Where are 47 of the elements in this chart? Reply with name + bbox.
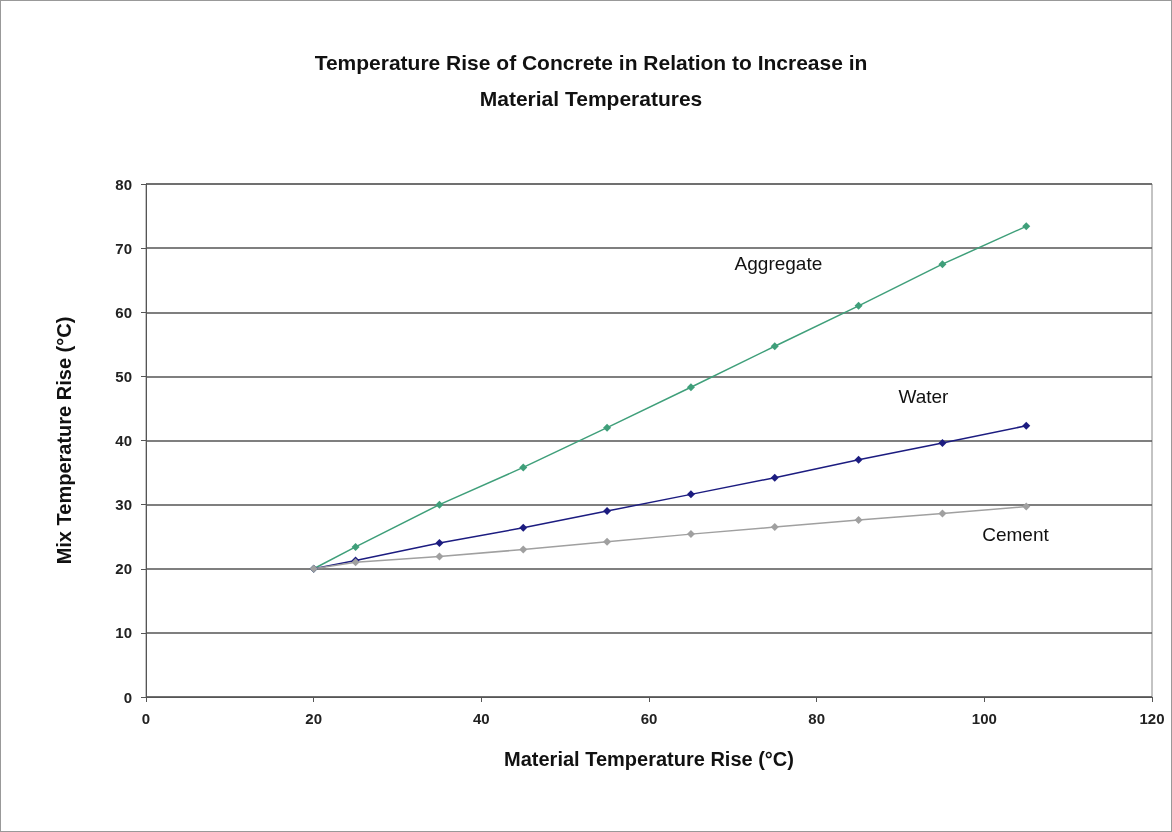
- point: [519, 523, 528, 532]
- point: [519, 545, 528, 554]
- x-tick-label: 80: [808, 710, 826, 727]
- chart-title: Temperature Rise of Concrete in Relation to Increase in Material Temperatures: [314, 50, 868, 110]
- x-tick-label: 20: [305, 710, 323, 727]
- point: [1022, 222, 1031, 231]
- x-tick-label: 0: [141, 710, 151, 727]
- text: Aggregate: [734, 252, 823, 274]
- point: [603, 537, 612, 546]
- point: [1022, 421, 1031, 430]
- y-tick-label: 80: [115, 175, 132, 193]
- point: [686, 383, 695, 392]
- point: [686, 530, 695, 539]
- point: [854, 516, 863, 525]
- point: [603, 507, 612, 516]
- y-tick-label: 10: [115, 624, 132, 642]
- point: [938, 439, 947, 448]
- y-tick-label: 70: [115, 239, 132, 257]
- y-tick-label: 40: [115, 432, 132, 449]
- point: [938, 509, 947, 518]
- point: [351, 542, 360, 551]
- point: [435, 539, 444, 548]
- series-label: Water: [898, 386, 950, 408]
- y-tick-label: 50: [115, 367, 132, 385]
- x-tick-label: 120: [1139, 710, 1165, 727]
- point: [519, 463, 528, 472]
- y-axis-title: Mix Temperature Rise (°C): [53, 316, 75, 565]
- point: [686, 490, 695, 499]
- point: [938, 260, 947, 269]
- y-tick-label: 0: [123, 688, 132, 706]
- series-label: Cement: [982, 523, 1050, 545]
- x-axis-title: Material Temperature Rise (°C): [504, 748, 794, 770]
- y-tick-label: 30: [115, 496, 132, 514]
- point: [1022, 502, 1031, 511]
- y-tick-label: 60: [115, 303, 132, 321]
- point: [435, 500, 444, 509]
- x-tick-label: 60: [640, 710, 658, 727]
- point: [854, 301, 863, 310]
- point: [603, 423, 612, 432]
- x-tick-label: 100: [971, 710, 997, 727]
- x-tick-label: 40: [472, 710, 490, 727]
- point: [770, 473, 779, 482]
- point: [770, 523, 779, 532]
- y-tick-label: 20: [115, 560, 132, 578]
- point: [435, 552, 444, 561]
- point: [770, 342, 779, 351]
- point: [854, 455, 863, 464]
